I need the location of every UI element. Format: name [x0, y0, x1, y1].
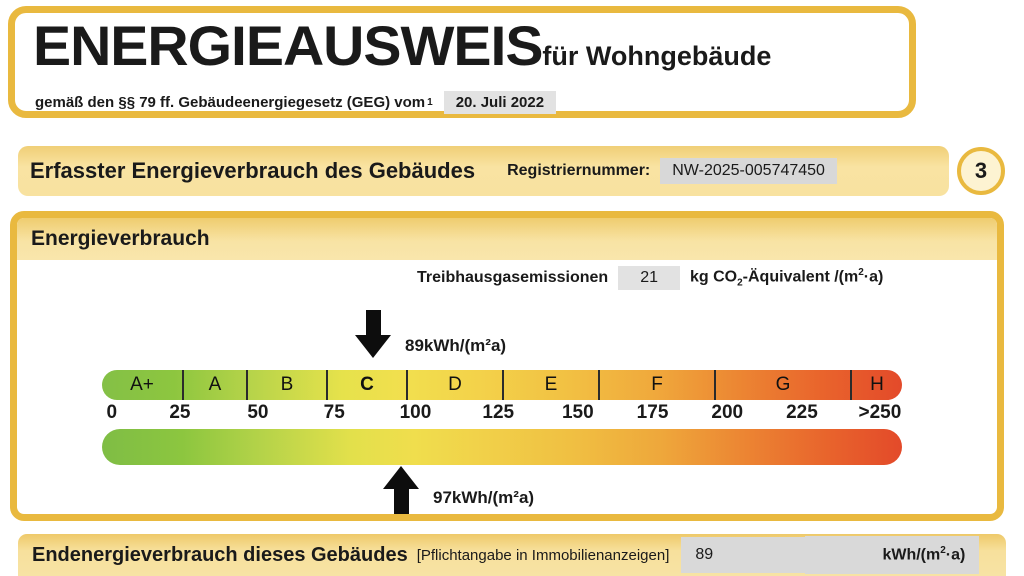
final-energy-title: Endenergieverbrauch dieses Gebäudes — [32, 543, 408, 566]
energy-class-aplus: A+ — [102, 370, 184, 400]
scale-tick-0: 0 — [106, 402, 118, 423]
energy-class-b: B — [248, 370, 328, 400]
arrow-down-icon — [355, 310, 391, 358]
scale-tick-250: >250 — [858, 402, 902, 423]
ghg-unit-pre: kg CO — [689, 268, 738, 286]
energy-class-scale: A+ A B C D E F G H — [102, 370, 902, 400]
registration-number-label: Registriernummer: — [507, 162, 651, 179]
section-bar: Erfasster Energieverbrauch des Gebäudes … — [18, 146, 949, 196]
footer-unit-pre: kWh/(m — [882, 546, 941, 564]
footer-unit-post: ·a) — [945, 546, 966, 564]
panel-header: Energieverbrauch — [17, 218, 997, 260]
energy-consumption-panel: Energieverbrauch Treibhausgasemissionen … — [10, 211, 1004, 521]
scale-tick-150: 150 — [561, 402, 594, 423]
energy-class-h: H — [870, 374, 884, 395]
legal-basis-text: gemäß den §§ 79 ff. Gebäudeenergiegesetz… — [35, 94, 426, 111]
ghg-unit-sub: 2 — [737, 277, 743, 289]
scale-tick-75: 75 — [323, 402, 345, 423]
scale-tick-175: 175 — [636, 402, 669, 423]
page-title: ENERGIEAUSWEIS — [33, 14, 543, 77]
legal-basis-line: gemäß den §§ 79 ff. Gebäudeenergiegesetz… — [35, 91, 557, 114]
scale-tick-125: 125 — [482, 402, 515, 423]
page-number-badge: 3 — [957, 147, 1005, 195]
greenhouse-gas-label: Treibhausgasemissionen — [417, 269, 609, 286]
energy-gradient-strip — [102, 429, 902, 465]
section-title: Erfasster Energieverbrauch des Gebäudes — [30, 158, 476, 183]
energy-class-a: A — [184, 370, 248, 400]
energy-class-d: D — [408, 370, 504, 400]
final-energy-note: [Pflichtangabe in Immobilienanzeigen] — [416, 546, 670, 564]
registration-number-value: NW-2025-005747450 — [660, 158, 837, 184]
scale-tick-200: 200 — [711, 402, 744, 423]
scale-tick-225: 225 — [786, 402, 818, 423]
scale-tick-100: 100 — [399, 402, 432, 423]
footer-unit-sup: 2 — [940, 545, 946, 557]
ghg-unit-tail: ·a) — [863, 268, 884, 286]
registration-number-group: Registriernummer: NW-2025-005747450 — [507, 158, 837, 184]
panel-header-title: Energieverbrauch — [31, 227, 210, 250]
page-subtitle: für Wohngebäude — [542, 41, 772, 71]
greenhouse-gas-row: Treibhausgasemissionen 21 kg CO2-Äquival… — [417, 266, 883, 290]
marker-top-label: 89kWh/(m²a) — [405, 336, 507, 355]
title-panel: ENERGIEAUSWEIS für Wohngebäude gemäß den… — [8, 6, 916, 118]
greenhouse-gas-unit: kg CO2-Äquivalent /(m2·a) — [690, 267, 883, 289]
energy-class-g: G — [716, 370, 852, 400]
final-energy-value: 89 — [681, 537, 806, 573]
energy-class-e: E — [504, 370, 600, 400]
marker-endenergieverbrauch: 89kWh/(m²a) — [355, 310, 506, 358]
ghg-unit-post: -Äquivalent /(m — [742, 268, 859, 286]
arrow-up-icon — [383, 466, 419, 514]
final-energy-footer: Endenergieverbrauch dieses Gebäudes [Pfl… — [18, 534, 1006, 576]
legal-footnote-marker: 1 — [427, 97, 433, 108]
title-row: ENERGIEAUSWEIS für Wohngebäude — [33, 17, 901, 74]
energy-class-c: C — [328, 370, 408, 400]
greenhouse-gas-value: 21 — [618, 266, 680, 290]
geg-date-value: 20. Juli 2022 — [443, 91, 557, 114]
marker-bottom-label: 97kWh/(m²a) — [433, 488, 535, 507]
ghg-unit-sup: 2 — [858, 267, 864, 279]
final-energy-unit: kWh/(m2·a) — [805, 536, 980, 574]
scale-tick-25: 25 — [169, 402, 191, 423]
scale-tick-labels: 0 25 50 75 100 125 150 175 200 225 >250 — [102, 402, 914, 428]
scale-tick-50: 50 — [247, 402, 269, 423]
energy-class-f: F — [600, 370, 716, 400]
marker-primaerenergieverbrauch: 97kWh/(m²a) — [383, 466, 534, 514]
